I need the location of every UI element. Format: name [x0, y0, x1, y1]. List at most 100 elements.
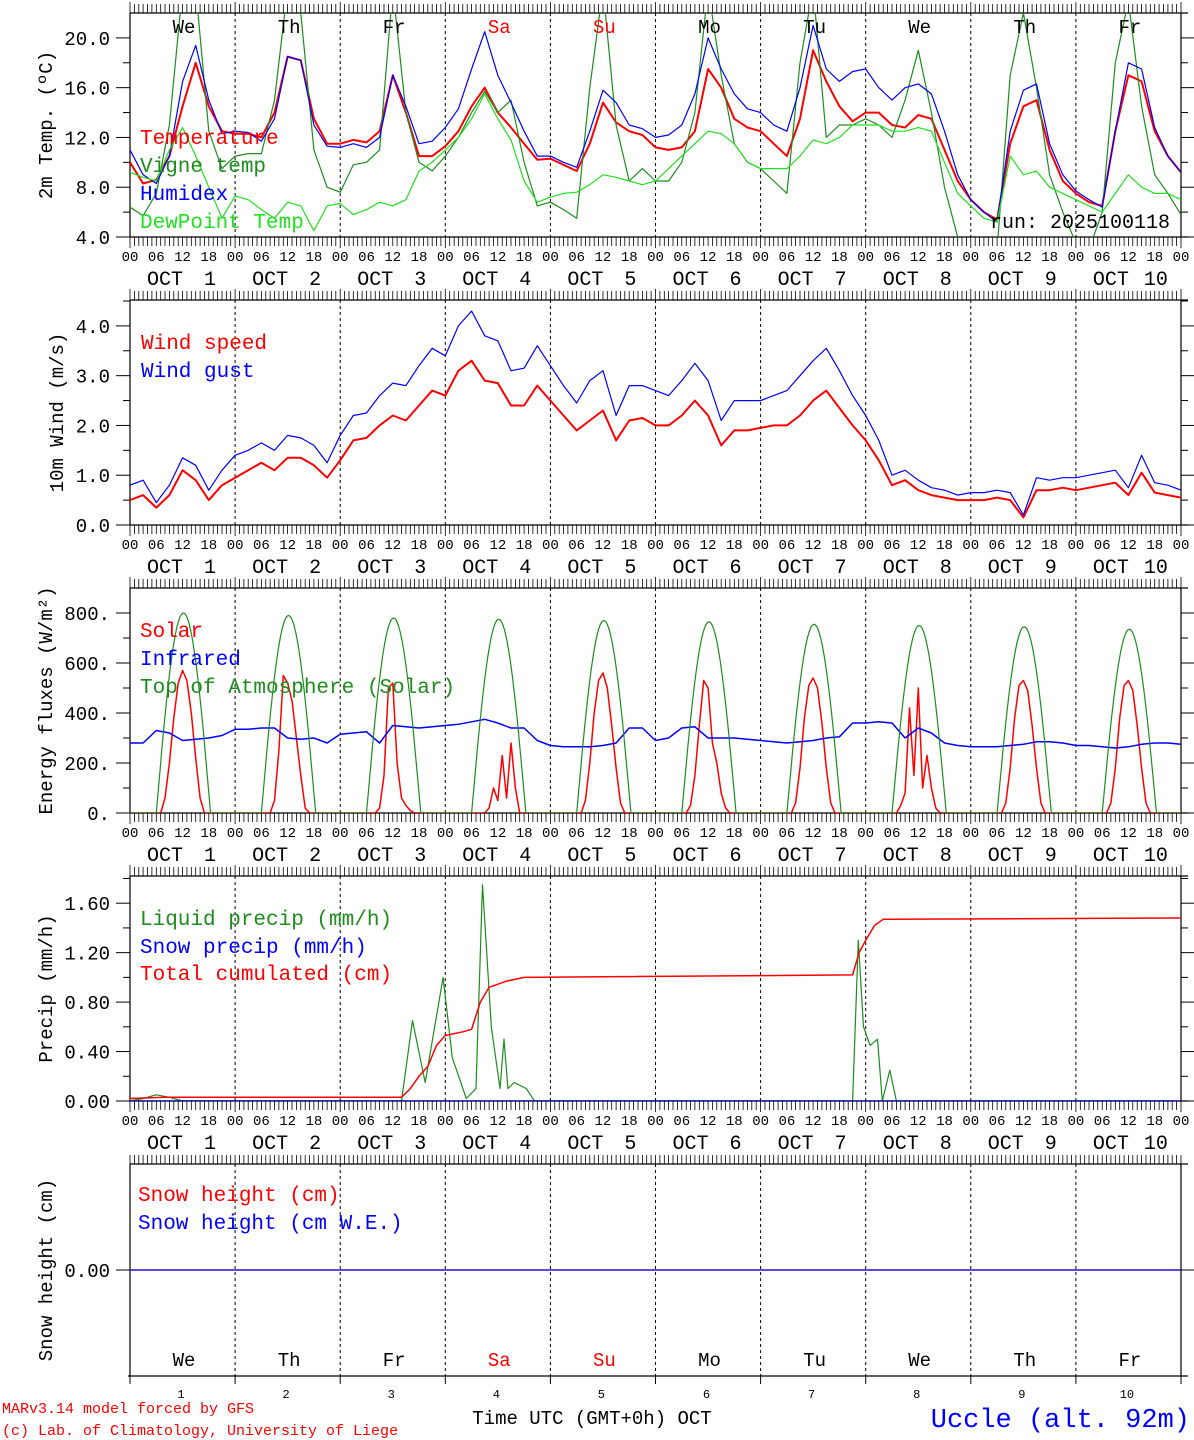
- series-line-liquid-precip-mm-h-: [130, 884, 1181, 1101]
- series-line-solar: [130, 669, 1181, 813]
- hour-label: 00: [647, 538, 664, 554]
- hour-label: 00: [1173, 250, 1190, 266]
- hour-label: 18: [621, 538, 638, 554]
- day-name: Sa: [488, 1350, 511, 1372]
- day-name: We: [908, 1350, 931, 1372]
- y-tick-label: 4.0: [76, 228, 110, 250]
- hour-label: 06: [148, 826, 165, 842]
- day-name: Fr: [383, 1350, 406, 1372]
- hour-label: 18: [936, 1114, 953, 1130]
- hour-label: 18: [411, 1114, 428, 1130]
- hour-label: 00: [437, 1114, 454, 1130]
- date-label: 6: [729, 1133, 741, 1156]
- hour-label: 06: [673, 826, 690, 842]
- y-tick-label: 3.0: [76, 367, 110, 389]
- hour-label: 18: [516, 250, 533, 266]
- date-label: 1: [204, 845, 216, 868]
- hour-label: 12: [805, 250, 822, 266]
- hour-label: 12: [910, 538, 927, 554]
- y-axis-title: Snow height (cm): [36, 1179, 58, 1361]
- hour-label: 12: [489, 250, 506, 266]
- hour-label: 06: [358, 538, 375, 554]
- day-name: Fr: [1118, 17, 1141, 39]
- hour-label: 12: [700, 1114, 717, 1130]
- hour-label: 18: [831, 250, 848, 266]
- hour-label: 12: [1120, 826, 1137, 842]
- hour-label: 18: [1146, 826, 1163, 842]
- month-label: OCT: [672, 269, 708, 292]
- hour-label: 18: [516, 826, 533, 842]
- y-tick-label: 4.0: [76, 317, 110, 339]
- hour-ticks: [129, 865, 1182, 1112]
- copyright-credit: (c) Lab. of Climatology, University of L…: [2, 1423, 398, 1440]
- series-group: [130, 310, 1181, 519]
- bottom-date-label: 4: [493, 1388, 500, 1402]
- hour-label: 12: [700, 250, 717, 266]
- month-label: OCT: [883, 1133, 919, 1156]
- month-label: OCT: [357, 557, 393, 580]
- date-label: 5: [624, 845, 636, 868]
- hour-label: 06: [989, 1114, 1006, 1130]
- series-group: [130, 884, 1181, 1101]
- hour-label: 06: [358, 250, 375, 266]
- hour-label: 06: [253, 538, 270, 554]
- hour-label: 12: [384, 1114, 401, 1130]
- date-label: 10: [1144, 269, 1168, 292]
- hour-label: 06: [778, 538, 795, 554]
- series-line-wind-speed: [130, 359, 1181, 519]
- hour-label: 00: [857, 250, 874, 266]
- hour-label: 18: [200, 250, 217, 266]
- hour-ticks: [129, 2, 1182, 248]
- date-label: 10: [1144, 845, 1168, 868]
- hour-label: 00: [1173, 538, 1190, 554]
- date-label: 4: [519, 269, 531, 292]
- day-name: Su: [593, 17, 616, 39]
- hour-label: 06: [1094, 538, 1111, 554]
- day-name: Th: [1013, 1350, 1036, 1372]
- hour-label: 18: [411, 826, 428, 842]
- hour-label: 00: [332, 250, 349, 266]
- hour-label: 00: [542, 250, 559, 266]
- hour-label: 18: [411, 250, 428, 266]
- hour-label: 00: [122, 538, 139, 554]
- hour-label: 00: [857, 538, 874, 554]
- month-label: OCT: [462, 269, 498, 292]
- hour-label: 00: [542, 538, 559, 554]
- hour-label: 12: [700, 538, 717, 554]
- hour-label: 18: [831, 826, 848, 842]
- date-label: 3: [414, 845, 426, 868]
- hour-label: 00: [752, 826, 769, 842]
- hour-label: 00: [962, 826, 979, 842]
- hour-label: 00: [647, 1114, 664, 1130]
- month-label: OCT: [1093, 1133, 1129, 1156]
- y-tick-label: 1.60: [64, 894, 110, 916]
- date-label: 6: [729, 845, 741, 868]
- day-name: Th: [1013, 17, 1036, 39]
- hour-label: 00: [1173, 826, 1190, 842]
- hour-label: 06: [778, 826, 795, 842]
- hour-ticks: [129, 1155, 1182, 1164]
- month-label: OCT: [147, 557, 183, 580]
- date-label: 9: [1045, 1133, 1057, 1156]
- hour-label: 12: [174, 538, 191, 554]
- hour-label: 00: [857, 1114, 874, 1130]
- month-label: OCT: [883, 845, 919, 868]
- date-label: 5: [624, 557, 636, 580]
- month-label: OCT: [462, 845, 498, 868]
- hour-label: 12: [700, 826, 717, 842]
- series-group: [130, 612, 1181, 813]
- hour-label: 18: [200, 1114, 217, 1130]
- y-tick-label: 0.40: [64, 1043, 110, 1065]
- hour-label: 06: [673, 538, 690, 554]
- series-line-dewpoint-temp: [130, 93, 1181, 232]
- hour-label: 00: [647, 826, 664, 842]
- legend-entry: Solar: [140, 621, 203, 644]
- hour-label: 18: [1146, 250, 1163, 266]
- hour-label: 12: [910, 250, 927, 266]
- hour-label: 00: [437, 538, 454, 554]
- month-label: OCT: [567, 1133, 603, 1156]
- series-line-infrared: [130, 718, 1181, 749]
- hour-label: 06: [148, 1114, 165, 1130]
- legend-entry: Vigne temp: [140, 156, 266, 179]
